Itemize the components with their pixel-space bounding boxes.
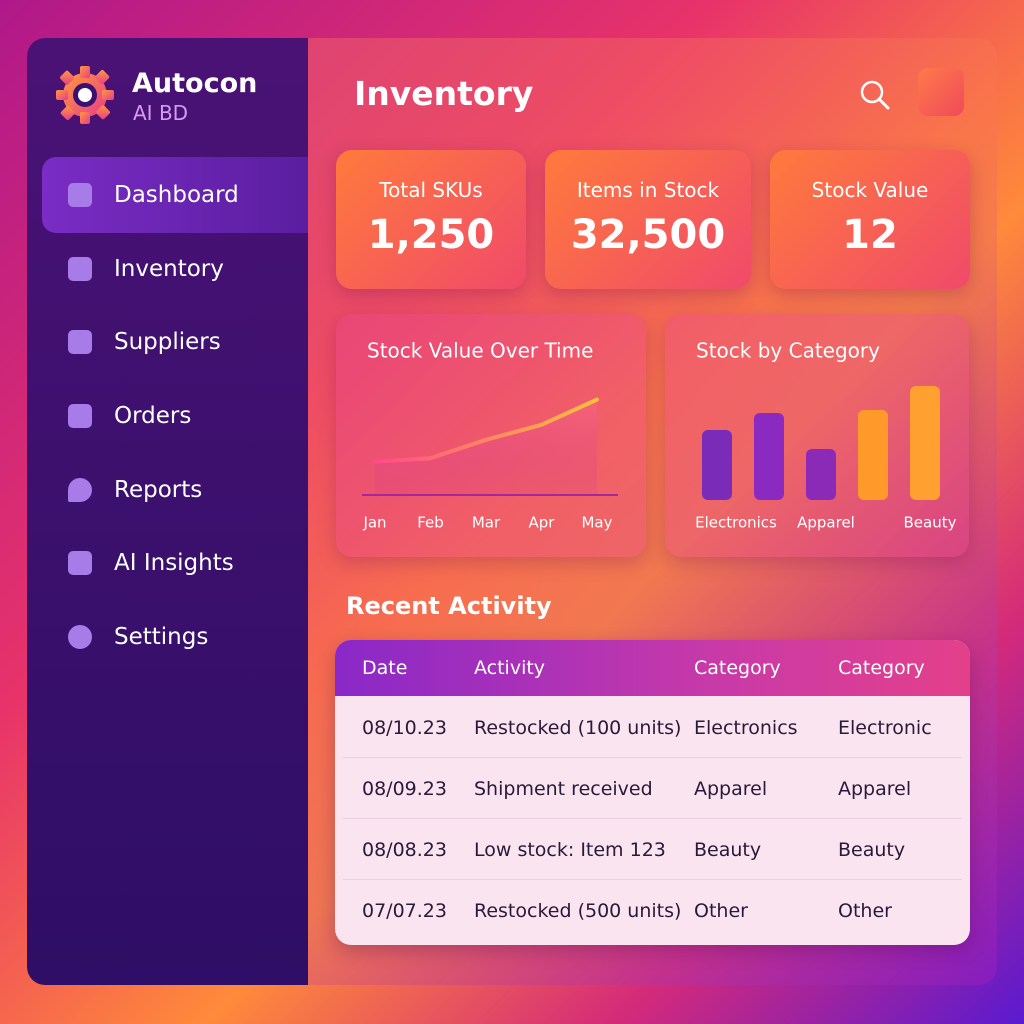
- line: [373, 397, 599, 464]
- kpi-label: Total SKUs: [379, 178, 483, 202]
- table-cell: Electronics: [694, 717, 798, 739]
- x-tick-label: Apparel: [797, 514, 855, 532]
- column-header: Category: [694, 657, 781, 679]
- table-cell: 08/10.23: [362, 717, 447, 739]
- nav-item[interactable]: Settings: [42, 599, 308, 675]
- page-title: Inventory: [354, 74, 534, 113]
- bar: [910, 386, 940, 500]
- nav-icon: [68, 257, 92, 281]
- nav-label: Reports: [114, 477, 203, 503]
- nav-icon: [68, 551, 92, 575]
- nav-icon: [68, 625, 92, 649]
- column-header: Date: [362, 657, 408, 679]
- kpi-card: Items in Stock 32,500: [545, 150, 751, 289]
- table-cell: 08/08.23: [362, 839, 447, 861]
- table-cell: Low stock: Item 123: [474, 839, 666, 861]
- chart-title: Stock Value Over Time: [367, 339, 593, 363]
- table-header: Date Activity Category Category: [335, 640, 970, 696]
- x-tick-label: May: [581, 514, 612, 532]
- bar: [702, 430, 732, 500]
- table-row: 08/08.23 Low stock: Item 123 Beauty Beauty: [343, 818, 962, 880]
- nav-label: AI Insights: [114, 550, 234, 576]
- nav-item[interactable]: Orders: [42, 378, 308, 454]
- table-cell: Restocked (100 units): [474, 717, 682, 739]
- nav-item[interactable]: AI Insights: [42, 525, 308, 601]
- nav-icon: [68, 404, 92, 428]
- table-cell: Apparel: [838, 778, 912, 800]
- kpi-value: 12: [842, 212, 898, 258]
- activity-title: Recent Activity: [346, 592, 552, 620]
- nav-item[interactable]: Dashboard: [42, 157, 308, 233]
- column-header: Category: [838, 657, 925, 679]
- bar: [754, 413, 784, 500]
- nav-label: Settings: [114, 624, 209, 650]
- kpi-card: Total SKUs 1,250: [336, 150, 526, 289]
- column-header: Activity: [474, 657, 546, 679]
- kpi-value: 1,250: [367, 212, 495, 258]
- table-cell: 08/09.23: [362, 778, 447, 800]
- nav-icon: [68, 478, 92, 502]
- chart-title: Stock by Category: [696, 339, 880, 363]
- table-row: 08/09.23 Shipment received Apparel Apparel: [343, 757, 962, 819]
- nav-icon: [68, 330, 92, 354]
- profile-button[interactable]: [918, 68, 964, 116]
- nav-icon: [68, 183, 92, 207]
- table-cell: Other: [694, 900, 748, 922]
- kpi-label: Items in Stock: [576, 178, 720, 202]
- bar: [858, 410, 888, 500]
- brand-name: Autocon: [132, 68, 258, 99]
- table-cell: Apparel: [694, 778, 768, 800]
- x-tick-label: Beauty: [904, 514, 957, 532]
- area-fill: [375, 399, 597, 495]
- brand-subtitle: AI BD: [133, 101, 189, 125]
- kpi-label: Stock Value: [811, 178, 929, 202]
- bar: [806, 449, 836, 500]
- nav-label: Dashboard: [114, 182, 239, 208]
- table-cell: Beauty: [838, 839, 906, 861]
- nav-item[interactable]: Reports: [42, 452, 308, 528]
- table-cell: Electronic: [838, 717, 932, 739]
- nav-label: Suppliers: [114, 329, 221, 355]
- x-tick-label: Electronics: [695, 514, 777, 532]
- x-tick-label: Jan: [362, 514, 386, 532]
- x-tick-label: Feb: [417, 514, 444, 532]
- kpi-card: Stock Value 12: [770, 150, 970, 289]
- x-tick-label: Mar: [472, 514, 501, 532]
- nav-label: Orders: [114, 403, 192, 429]
- nav-item[interactable]: Suppliers: [42, 304, 308, 380]
- table-cell: Restocked (500 units): [474, 900, 682, 922]
- kpi-value: 32,500: [570, 212, 726, 258]
- nav-label: Inventory: [114, 256, 224, 282]
- search-button[interactable]: [858, 78, 892, 112]
- table-row: 08/10.23 Restocked (100 units) Electronics…: [343, 696, 962, 758]
- x-tick-label: Apr: [529, 514, 556, 532]
- table-cell: Other: [838, 900, 892, 922]
- table-cell: 07/07.23: [362, 900, 447, 922]
- table-cell: Beauty: [694, 839, 762, 861]
- table-row: 07/07.23 Restocked (500 units) Other Other: [343, 879, 962, 940]
- activity-table: Date Activity Category Category 08/10.23 Rest…: [335, 640, 970, 945]
- nav-item[interactable]: Inventory: [42, 231, 308, 307]
- logo: [56, 66, 114, 124]
- table-cell: Shipment received: [474, 778, 653, 800]
